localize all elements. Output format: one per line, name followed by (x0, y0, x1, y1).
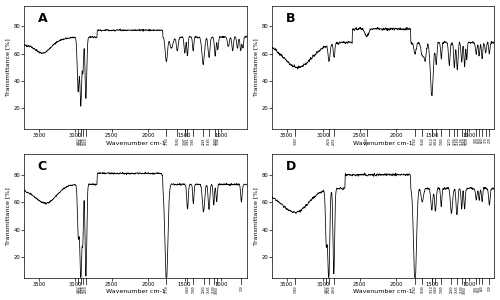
Text: 2957: 2957 (324, 286, 328, 293)
Text: 2924: 2924 (79, 286, 83, 293)
X-axis label: Wavenumber cm-1: Wavenumber cm-1 (106, 141, 165, 146)
Y-axis label: Transmittance [%]: Transmittance [%] (6, 187, 10, 245)
Y-axis label: Transmittance [%]: Transmittance [%] (6, 38, 10, 96)
Text: 1383: 1383 (191, 137, 195, 145)
Text: 2957: 2957 (76, 286, 80, 293)
Text: 900: 900 (474, 286, 478, 292)
Text: 1240: 1240 (450, 286, 454, 293)
Text: 1750: 1750 (164, 286, 168, 293)
Y-axis label: Transmittance [%]: Transmittance [%] (254, 38, 258, 96)
Text: 2924: 2924 (326, 286, 330, 293)
X-axis label: Wavenumber cm-1: Wavenumber cm-1 (106, 290, 165, 294)
Text: 1640: 1640 (420, 137, 424, 145)
Text: 1450: 1450 (434, 137, 438, 145)
Text: 1200: 1200 (452, 137, 456, 145)
Y-axis label: Transmittance [%]: Transmittance [%] (254, 187, 258, 245)
Text: 2400: 2400 (365, 137, 369, 145)
Text: 820: 820 (480, 137, 484, 143)
Text: 1100: 1100 (212, 286, 216, 293)
Text: 2896: 2896 (81, 137, 85, 145)
Text: 1165: 1165 (207, 137, 211, 145)
Text: 1380: 1380 (192, 286, 196, 293)
Text: 1270: 1270 (448, 137, 452, 145)
Text: 900: 900 (474, 137, 478, 143)
Text: 1380: 1380 (439, 137, 443, 145)
Text: 2896: 2896 (81, 286, 85, 293)
Text: 1461: 1461 (186, 137, 190, 145)
Text: 860: 860 (477, 137, 481, 143)
Text: 1460: 1460 (186, 286, 190, 293)
Text: 3380: 3380 (294, 137, 298, 145)
Text: 1497: 1497 (183, 137, 187, 145)
Text: 1080: 1080 (213, 137, 217, 145)
Text: 860: 860 (477, 286, 481, 292)
Text: 720: 720 (488, 137, 492, 143)
X-axis label: Wavenumber cm-1: Wavenumber cm-1 (354, 290, 413, 294)
Text: 2924: 2924 (79, 137, 83, 145)
Text: 1100: 1100 (460, 137, 464, 145)
Text: 1165: 1165 (207, 286, 211, 293)
Text: 1030: 1030 (465, 137, 469, 145)
Text: D: D (286, 160, 296, 173)
Text: 1160: 1160 (456, 137, 460, 145)
Text: 3380: 3380 (294, 286, 298, 293)
Text: 1640: 1640 (420, 286, 424, 293)
Text: 720: 720 (488, 286, 492, 292)
Text: 1060: 1060 (462, 286, 466, 294)
Text: C: C (38, 160, 46, 173)
Text: 770: 770 (484, 137, 488, 143)
Text: 1510: 1510 (430, 137, 434, 145)
Text: 1750: 1750 (164, 137, 168, 145)
Text: 1245: 1245 (201, 137, 205, 145)
Text: 1460: 1460 (434, 286, 438, 293)
Text: 820: 820 (480, 286, 484, 292)
Text: 2850: 2850 (84, 286, 88, 293)
Text: 1380: 1380 (439, 286, 443, 293)
Text: 1740: 1740 (413, 137, 417, 145)
Text: A: A (38, 12, 47, 25)
Text: 2851: 2851 (332, 137, 336, 145)
Text: 1740: 1740 (413, 286, 417, 293)
Text: 2850: 2850 (84, 137, 88, 145)
Text: 1100: 1100 (460, 286, 464, 293)
Text: 1240: 1240 (202, 286, 205, 293)
Text: B: B (286, 12, 295, 25)
Text: 1044: 1044 (216, 137, 220, 145)
Text: 1600: 1600 (176, 137, 180, 145)
X-axis label: Wavenumber cm-1: Wavenumber cm-1 (354, 141, 413, 146)
Text: 720: 720 (240, 286, 244, 292)
Text: 1060: 1060 (462, 137, 466, 145)
Text: 2850: 2850 (332, 286, 336, 293)
Text: 1165: 1165 (455, 286, 459, 293)
Text: 2920: 2920 (327, 137, 331, 145)
Text: 1060: 1060 (214, 286, 218, 294)
Text: 2957: 2957 (76, 137, 80, 145)
Text: 1510: 1510 (430, 286, 434, 293)
